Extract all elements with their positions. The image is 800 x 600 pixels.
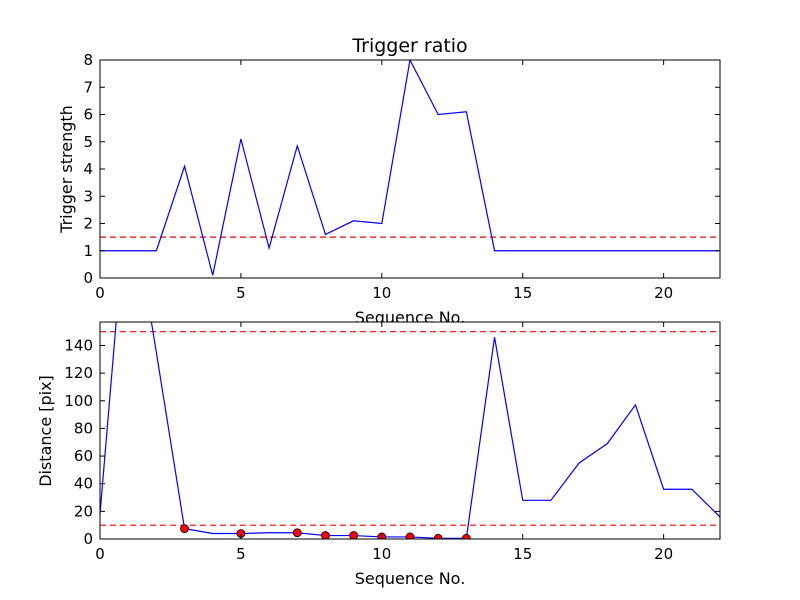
x-tick-label: 20 bbox=[654, 545, 673, 563]
y-tick-label: 3 bbox=[83, 187, 93, 205]
y-tick-label: 20 bbox=[74, 502, 93, 520]
data-point bbox=[433, 533, 443, 539]
y-tick-label: 5 bbox=[83, 133, 93, 151]
y-tick-label: 2 bbox=[83, 215, 93, 233]
chart-title: Trigger ratio bbox=[351, 35, 467, 57]
y-tick-label: 8 bbox=[83, 51, 93, 69]
y-tick-label: 60 bbox=[74, 447, 93, 465]
y-tick-label: 0 bbox=[83, 530, 93, 548]
x-tick-label: 5 bbox=[236, 545, 246, 563]
x-tick-label: 15 bbox=[513, 545, 532, 563]
data-point bbox=[405, 532, 415, 539]
x-tick-label: 10 bbox=[372, 284, 391, 302]
axes-frame bbox=[99, 321, 721, 540]
data-point bbox=[349, 531, 359, 539]
y-tick-label: 120 bbox=[64, 364, 93, 382]
y-tick-label: 6 bbox=[83, 106, 93, 124]
x-tick-label: 10 bbox=[372, 545, 391, 563]
data-point bbox=[292, 528, 302, 538]
data-point bbox=[180, 524, 189, 534]
x-tick-label: 0 bbox=[95, 545, 105, 563]
plot-area bbox=[100, 322, 720, 539]
y-tick-label: 100 bbox=[64, 392, 93, 410]
data-point bbox=[321, 531, 330, 539]
x-axis-label: Sequence No. bbox=[355, 569, 466, 588]
x-tick-label: 15 bbox=[513, 284, 532, 302]
y-tick-label: 140 bbox=[64, 336, 93, 354]
x-tick-label: 0 bbox=[95, 284, 105, 302]
y-tick-label: 80 bbox=[74, 419, 93, 437]
series-line-0 bbox=[100, 60, 720, 276]
y-tick-label: 0 bbox=[83, 269, 93, 287]
x-tick-label: 5 bbox=[236, 284, 246, 302]
y-tick-label: 1 bbox=[83, 242, 93, 260]
y-axis-label: Distance [pix] bbox=[36, 375, 55, 487]
y-tick-label: 40 bbox=[74, 475, 93, 493]
y-tick-label: 7 bbox=[83, 78, 93, 96]
data-point bbox=[461, 533, 471, 539]
y-tick-label: 4 bbox=[83, 160, 93, 178]
plot-area bbox=[100, 60, 720, 278]
x-tick-label: 20 bbox=[654, 284, 673, 302]
y-axis-label: Trigger strength bbox=[57, 105, 76, 234]
